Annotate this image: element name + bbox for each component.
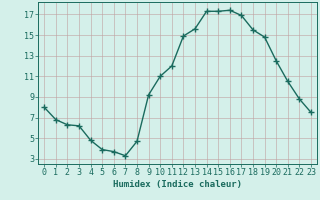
X-axis label: Humidex (Indice chaleur): Humidex (Indice chaleur): [113, 180, 242, 189]
